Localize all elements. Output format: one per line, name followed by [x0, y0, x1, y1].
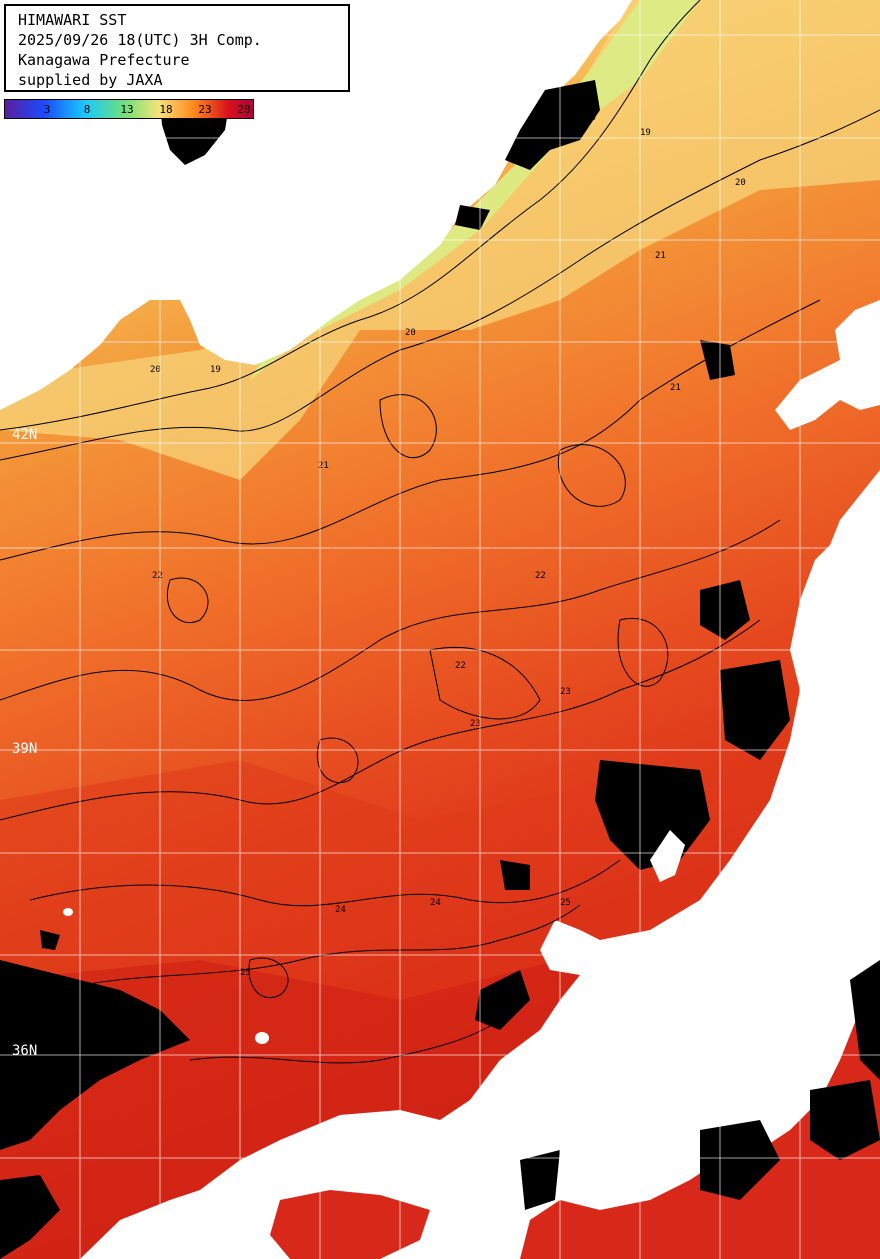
temperature-color-legend: 3 8 13 18 23 28: [4, 99, 254, 119]
inland-sea-lower-left: [270, 1190, 430, 1259]
contour-label-21: 21: [318, 461, 329, 471]
latitude-label-42n: 42N: [12, 427, 38, 443]
legend-tick-18: 18: [159, 103, 173, 116]
contour-label-25: 25: [240, 968, 251, 978]
legend-tick-8: 8: [83, 103, 91, 116]
contour-label-25: 25: [560, 898, 571, 908]
islands: [63, 683, 855, 1160]
contour-label-21: 21: [655, 251, 666, 261]
contour-label-22: 22: [455, 661, 466, 671]
contour-label-20: 20: [150, 365, 161, 375]
contour-label-23: 23: [470, 719, 481, 729]
contour-label-18: 18: [585, 113, 596, 123]
sst-contours: [0, 0, 880, 1064]
land-east-honshu: [80, 470, 880, 1259]
contour-label-23: 23: [560, 687, 571, 697]
title-line-supplier: supplied by JAXA: [18, 71, 163, 89]
title-box: HIMAWARI SST 2025/09/26 18(UTC) 3H Comp.…: [4, 4, 350, 92]
legend-tick-28: 28: [237, 103, 251, 116]
contour-label-21: 21: [670, 383, 681, 393]
title-line-product: HIMAWARI SST: [18, 11, 127, 29]
legend-tick-13: 13: [120, 103, 134, 116]
contour-value-labels: 18 19 19 20 20 20 21 21 21 22 22 22 23 2…: [150, 113, 746, 978]
contour-label-20: 20: [735, 178, 746, 188]
land-east-upper: [775, 300, 880, 430]
legend-gradient-bar: [5, 100, 253, 118]
latitude-label-39n: 39N: [12, 741, 38, 757]
contour-label-19: 19: [640, 128, 651, 138]
title-line-region: Kanagawa Prefecture: [18, 51, 190, 69]
contour-label-24: 24: [430, 898, 441, 908]
contour-label-19: 19: [210, 365, 221, 375]
contour-label-24: 24: [335, 905, 346, 915]
contour-label-22: 22: [152, 571, 163, 581]
contour-label-22: 22: [535, 571, 546, 581]
contour-label-20: 20: [405, 328, 416, 338]
title-line-datetime: 2025/09/26 18(UTC) 3H Comp.: [18, 31, 262, 49]
legend-tick-3: 3: [43, 103, 51, 116]
legend-tick-23: 23: [198, 103, 212, 116]
latitude-label-36n: 36N: [12, 1043, 38, 1059]
pacific-sea-lower-right: [520, 980, 880, 1259]
